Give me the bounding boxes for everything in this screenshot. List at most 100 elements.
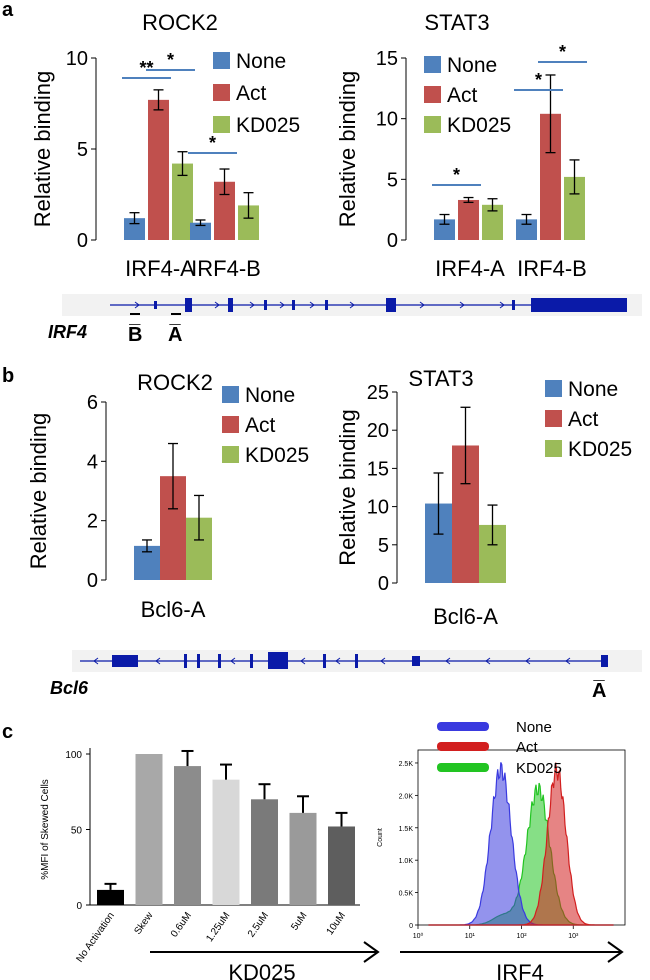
histogram-none [428, 762, 614, 926]
y-tick-label: 20 [367, 420, 389, 442]
legend-swatch [213, 116, 230, 133]
legend-swatch [545, 410, 562, 427]
category-label: IRF4-B [191, 256, 261, 281]
significance-label: * [167, 50, 174, 70]
y-tick-label: 100 [65, 750, 82, 761]
category-label: No Activation [74, 910, 116, 964]
track-exon [268, 652, 288, 669]
track-exon [218, 654, 221, 668]
category-label: Bcl6-A [141, 597, 206, 622]
y-tick-label: 0 [387, 230, 398, 252]
legend-swatch [437, 742, 489, 751]
bar-kd025 [172, 163, 193, 240]
bar-act [458, 199, 479, 240]
irf4-arrow-head [607, 941, 624, 963]
y-tick-label: 15 [367, 458, 389, 480]
track-exon [154, 301, 157, 309]
bar [289, 812, 317, 905]
y-tick-label: 5 [378, 535, 389, 557]
y-tick-label: 5 [77, 139, 88, 161]
bar-none [516, 219, 537, 240]
track-exon [228, 298, 233, 312]
chart-b-rock2: ROCK2 Relative binding 0 2 4 6 Bcl6-A None Act KD… [26, 370, 309, 622]
x-tick-label: 10¹ [465, 933, 476, 940]
panel-letter-c: c [2, 721, 13, 743]
category-label: Skew [132, 910, 155, 937]
track-exon [197, 654, 200, 668]
legend-label: None [236, 50, 286, 73]
y-tick-label: 10 [66, 48, 88, 70]
y-tick-label: 6 [87, 392, 98, 414]
bar [135, 754, 163, 905]
y-tick-label: 0 [87, 570, 98, 592]
y-tick-label: 2 [87, 511, 98, 533]
bcl6-gene-track: Bcl6 A̅ [50, 650, 642, 702]
significance-label: ** [139, 58, 153, 78]
track-exon [325, 300, 328, 310]
site-label-a: A̅ [592, 680, 606, 702]
category-label: Bcl6-A [433, 604, 498, 629]
bar-act [540, 113, 561, 240]
bar [174, 766, 201, 905]
y-axis-label: Relative binding [30, 71, 55, 228]
significance-label: * [535, 70, 542, 90]
y-tick-label: 15 [376, 48, 398, 70]
category-label: IRF4-A [125, 256, 195, 281]
site-label-b: B̅ [128, 324, 142, 346]
legend-label: None [447, 54, 497, 77]
legend-swatch [213, 84, 230, 101]
y-tick-label: 25 [367, 382, 389, 404]
category-label: 1.25uM [204, 910, 232, 944]
panel-letter-b: b [2, 365, 14, 387]
significance-label: * [453, 165, 460, 185]
bar [328, 826, 355, 905]
bar [212, 779, 240, 905]
y-axis-label: Relative binding [335, 71, 360, 228]
y-tick-label: 10 [367, 497, 389, 519]
chart-b-stat3: STAT3 Relative binding 0 5 10 15 20 25 Bcl6-A Non… [335, 366, 632, 629]
track-exon [386, 298, 396, 312]
legend-label: None [245, 384, 295, 407]
y-tick-label: 1.0K [399, 858, 414, 865]
track-exon [512, 300, 515, 310]
track-arrows [134, 301, 505, 309]
y-tick-label: 0 [378, 573, 389, 595]
legend-swatch [222, 416, 239, 433]
legend-label: Act [236, 82, 267, 105]
y-axis-label: Relative binding [26, 413, 51, 570]
irf4-gene-track: IRF4 B̅ A̅ [48, 294, 642, 346]
bar [251, 799, 278, 905]
bar [97, 889, 124, 905]
y-tick-label: 4 [87, 451, 98, 473]
chart-title: ROCK2 [142, 10, 218, 35]
legend-label: KD025 [568, 438, 632, 461]
category-label: 2.5uM [246, 910, 271, 939]
category-label: IRF4-B [517, 256, 587, 281]
kd025-arrow-head [363, 941, 380, 963]
track-exon [531, 298, 627, 312]
bar-none [190, 222, 211, 240]
histogram-act [428, 762, 614, 926]
category-label: 0.6uM [169, 910, 194, 939]
y-tick-label: 2.0K [399, 793, 414, 800]
legend-swatch [213, 52, 230, 69]
legend-label: Act [245, 414, 276, 437]
legend-swatch [545, 380, 562, 397]
y-tick-label: 10 [376, 109, 398, 131]
x-tick-label: 10³ [568, 933, 579, 940]
track-exon [264, 300, 267, 310]
legend-label: KD025 [245, 444, 309, 467]
chart-title: STAT3 [408, 366, 473, 391]
y-axis-label: Count [377, 828, 384, 847]
bar-none [124, 218, 145, 240]
bar-kd025 [482, 204, 503, 240]
y-axis-label: Relative binding [335, 409, 360, 566]
track-exon [412, 656, 420, 666]
legend-swatch [424, 116, 441, 133]
track-exon [355, 654, 358, 668]
bar-act [148, 99, 169, 240]
site-label-a: A̅ [168, 324, 182, 346]
legend-swatch [222, 446, 239, 463]
legend-swatch [424, 86, 441, 103]
